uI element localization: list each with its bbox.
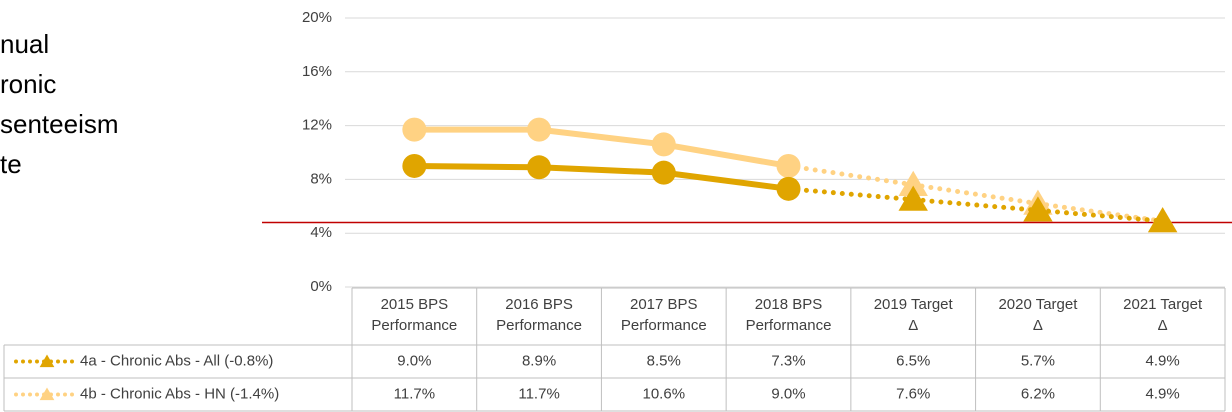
value-label: 6.5% [896,352,930,369]
title-line: senteeism [0,109,119,139]
legend-label: 4a - Chronic Abs - All (-0.8%) [80,352,273,369]
x-tick-label: Performance [746,317,832,334]
value-label: 4.9% [1146,385,1180,402]
x-tick-label: 2016 BPS [505,296,573,313]
value-label: 8.9% [522,352,556,369]
value-label: 4.9% [1146,352,1180,369]
x-tick-label: Performance [496,317,582,334]
title-line: te [0,149,22,179]
x-tick-label: Δ [908,317,918,334]
y-tick-label: 4% [310,224,332,241]
x-tick-label: Performance [621,317,707,334]
y-tick-label: 16% [302,63,332,80]
y-tick-label: 20% [302,9,332,26]
value-label: 7.3% [771,352,805,369]
value-label: 9.0% [771,385,805,402]
line-projected [786,186,1166,224]
target-point [1023,196,1053,222]
value-label: 7.6% [896,385,930,402]
value-label: 9.0% [397,352,431,369]
x-tick-label: 2017 BPS [630,296,698,313]
x-tick-label: 2018 BPS [755,296,823,313]
point [527,117,552,142]
point [651,132,676,157]
point [776,153,801,178]
x-tick-label: 2019 Target [874,296,954,313]
legend-marker [39,354,55,368]
x-tick-label: 2015 BPS [381,296,449,313]
value-label: 6.2% [1021,385,1055,402]
line [411,162,792,192]
value-label: 11.7% [394,385,435,402]
point [776,176,801,201]
target-point [898,185,928,211]
x-tick-label: Performance [371,317,457,334]
point [402,117,427,142]
target-point [1147,207,1178,233]
x-tick-label: 2020 Target [998,296,1078,313]
point [402,153,427,178]
x-tick-label: 2021 Target [1123,296,1203,313]
title-line: nual [0,29,49,59]
target-point [898,170,928,196]
line-projected [786,163,1166,224]
value-label: 11.7% [518,385,559,402]
title-line: ronic [0,69,56,99]
value-label: 5.7% [1021,352,1055,369]
x-tick-label: Δ [1033,317,1043,334]
point [651,160,676,185]
y-tick-label: 12% [302,117,332,134]
value-label: 8.5% [647,352,681,369]
legend-marker [39,387,55,401]
line [411,126,792,169]
point [527,155,552,180]
value-label: 10.6% [643,385,686,402]
y-tick-label: 0% [310,278,332,295]
legend-label: 4b - Chronic Abs - HN (-1.4%) [80,385,279,402]
x-tick-label: Δ [1158,317,1168,334]
y-tick-label: 8% [310,170,332,187]
